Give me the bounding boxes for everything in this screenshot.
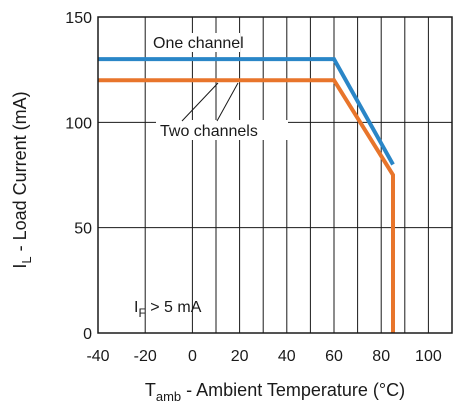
series-lines <box>98 57 395 333</box>
y-label-rest: - Load Current (mA) <box>10 91 30 256</box>
condition-sub: F <box>138 306 145 320</box>
y-tick-label: 150 <box>65 10 92 27</box>
x-tick-label: 100 <box>415 348 442 365</box>
y-tick-label: 50 <box>74 221 92 238</box>
x-tick-label: 0 <box>188 348 197 365</box>
y-label-main: I <box>10 264 30 269</box>
series-label-bg-two <box>156 120 288 140</box>
x-label-sub: amb <box>156 389 181 404</box>
condition-rest: > 5 mA <box>146 299 202 316</box>
x-tick-label: 20 <box>231 348 249 365</box>
y-axis-label: IL - Load Current (mA) <box>10 91 34 268</box>
series-label-bg-one <box>150 33 240 52</box>
x-tick-label: -20 <box>134 348 157 365</box>
x-tick-label: -40 <box>86 348 109 365</box>
x-label-rest: - Ambient Temperature (°C) <box>181 380 405 400</box>
grid <box>98 17 452 333</box>
condition-main: I <box>134 299 138 316</box>
series-labels: One channel Two channels <box>150 33 288 140</box>
series-label-one-channel: One channel <box>153 35 244 52</box>
x-tick-labels: -40 -20 0 20 40 60 80 100 <box>86 348 441 365</box>
x-tick-label: 80 <box>372 348 390 365</box>
y-tick-labels: 0 50 100 150 <box>65 10 92 343</box>
y-tick-label: 100 <box>65 115 92 132</box>
leader-line-b <box>216 82 239 122</box>
series-label-two-channels: Two channels <box>160 123 258 140</box>
plot-frame <box>97 16 453 334</box>
y-label-sub: L <box>19 256 34 263</box>
x-label-main: T <box>145 380 156 400</box>
x-axis-label: Tamb - Ambient Temperature (°C) <box>145 380 405 404</box>
leader-line-a <box>181 82 219 122</box>
x-tick-label: 40 <box>278 348 296 365</box>
x-tick-label: 60 <box>325 348 343 365</box>
y-tick-label: 0 <box>83 326 92 343</box>
series-line-2 <box>98 78 395 333</box>
condition-annotation: IF > 5 mA <box>134 299 202 320</box>
series-line-1 <box>98 57 395 166</box>
